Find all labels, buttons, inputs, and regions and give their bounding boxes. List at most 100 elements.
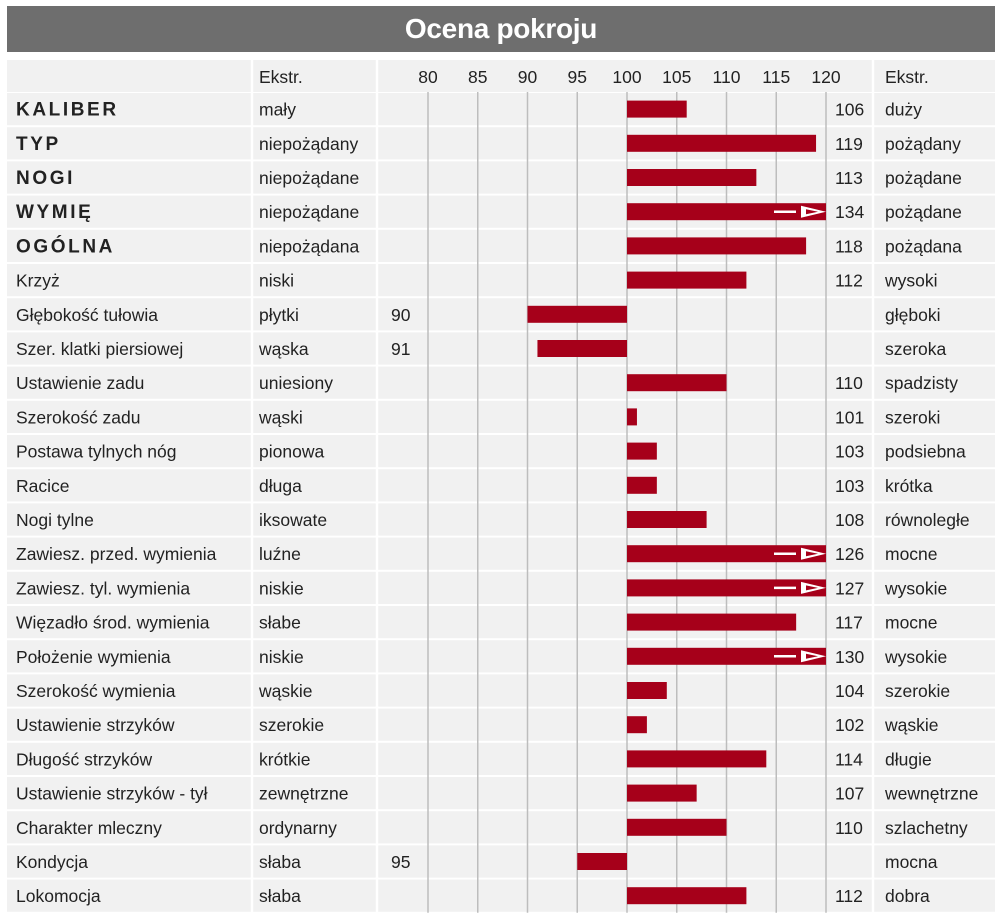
- right-extreme-label: wewnętrzne: [884, 784, 978, 804]
- trait-label: Głębokość tułowia: [16, 305, 158, 325]
- tick-label: 80: [418, 67, 438, 87]
- left-extreme-label: luźne: [259, 544, 301, 564]
- bar: [627, 511, 707, 528]
- value-label: 119: [835, 134, 863, 154]
- row-bg: [7, 435, 995, 468]
- value-label: 90: [391, 305, 411, 325]
- right-extreme-label: krótka: [885, 476, 933, 496]
- overflow-arrow-inner: [806, 551, 818, 557]
- value-label: 110: [835, 373, 863, 393]
- right-extreme-label: równoległe: [885, 510, 970, 530]
- right-extreme-label: szerokie: [885, 681, 950, 701]
- trait-label: KALIBER: [16, 100, 119, 121]
- row-bg: [7, 298, 995, 331]
- trait-label: OGÓLNA: [16, 235, 115, 257]
- left-extreme-label: słaba: [259, 886, 301, 906]
- bar: [627, 134, 817, 152]
- value-label: 104: [835, 681, 864, 701]
- value-label: 130: [835, 647, 864, 667]
- left-extreme-label: płytki: [259, 305, 299, 325]
- bar: [627, 887, 747, 905]
- bar: [627, 818, 727, 836]
- right-extreme-label: pożądany: [885, 134, 961, 154]
- trait-label: Szerokość wymienia: [16, 681, 176, 701]
- right-extreme-label: długie: [885, 749, 932, 769]
- right-extreme-label: głęboki: [885, 305, 940, 325]
- right-extreme-label: mocna: [885, 852, 938, 872]
- value-label: 91: [391, 339, 410, 359]
- value-label: 95: [391, 852, 410, 872]
- left-extreme-label: niepożądane: [259, 168, 359, 188]
- header-row-bg: [7, 60, 995, 92]
- left-extreme-label: szerokie: [259, 715, 324, 735]
- left-extreme-label: słaba: [259, 852, 301, 872]
- left-extreme-label: długa: [259, 476, 302, 496]
- trait-label: Nogi tylne: [16, 510, 94, 530]
- trait-label: Krzyż: [16, 271, 60, 291]
- row-bg: [7, 264, 995, 297]
- left-extreme-label: krótkie: [259, 749, 311, 769]
- overflow-arrow-inner: [806, 585, 818, 591]
- bar: [627, 476, 657, 494]
- left-extreme-label: niski: [259, 271, 294, 291]
- tick-label: 85: [468, 67, 487, 87]
- tick-label: 95: [568, 67, 587, 87]
- left-extreme-label: zewnętrzne: [259, 784, 349, 804]
- bar: [537, 340, 627, 357]
- row-bg: [7, 571, 995, 604]
- bar: [627, 579, 826, 597]
- bar: [627, 203, 826, 221]
- right-extreme-label: mocne: [885, 544, 938, 564]
- right-extreme-label: szeroki: [885, 407, 940, 427]
- value-label: 113: [835, 168, 863, 188]
- value-label: 134: [835, 202, 864, 222]
- row-bg: [7, 161, 995, 194]
- left-extreme-label: uniesiony: [259, 373, 333, 393]
- bars: [527, 100, 826, 905]
- bar: [627, 408, 637, 426]
- row-backgrounds: [7, 60, 995, 912]
- left-extreme-label: niepożądana: [259, 236, 359, 256]
- bar: [627, 545, 826, 563]
- trait-label: WYMIĘ: [16, 202, 93, 223]
- row-bg: [7, 400, 995, 433]
- tick-label: 120: [811, 67, 840, 87]
- right-extreme-label: wysoki: [884, 271, 938, 291]
- row-bg: [7, 674, 995, 707]
- right-extreme-label: wysokie: [884, 647, 947, 667]
- right-extreme-header: Ekstr.: [885, 67, 929, 87]
- trait-label: Racice: [16, 476, 70, 496]
- right-extreme-label: pożądane: [885, 168, 962, 188]
- tick-label: 105: [662, 67, 691, 87]
- value-label: 114: [835, 749, 863, 769]
- right-extreme-label: podsiebna: [885, 442, 966, 462]
- bar: [627, 613, 797, 631]
- trait-label: Szer. klatki piersiowej: [16, 339, 183, 359]
- row-bg: [7, 708, 995, 741]
- value-label: 103: [835, 476, 864, 496]
- trait-label: Ustawienie zadu: [16, 373, 144, 393]
- right-extreme-label: wąskie: [884, 715, 939, 735]
- left-extreme-label: niepożądany: [259, 134, 358, 154]
- left-extreme-label: iksowate: [259, 510, 327, 530]
- bar: [627, 784, 697, 802]
- row-bg: [7, 811, 995, 844]
- value-label: 127: [835, 578, 864, 598]
- trait-label: Szerokość zadu: [16, 407, 141, 427]
- chart-title: Ocena pokroju: [7, 6, 995, 52]
- value-label: 106: [835, 100, 864, 120]
- row-bg: [7, 503, 995, 536]
- trait-label: Zawiesz. tyl. wymienia: [16, 578, 190, 598]
- row-bg: [7, 742, 995, 775]
- right-extreme-label: pożądane: [885, 202, 962, 222]
- labels: Ekstr. Ekstr. 80 85 90 95 100 105 110 115 120 KAL…: [16, 67, 978, 906]
- trait-label: NOGI: [16, 168, 75, 189]
- right-extreme-label: wysokie: [884, 578, 947, 598]
- right-extreme-label: spadzisty: [885, 373, 958, 393]
- left-extreme-label: słabe: [259, 613, 301, 633]
- left-extreme-label: ordynarny: [259, 818, 337, 838]
- left-extreme-label: wąskie: [258, 681, 313, 701]
- bar: [577, 853, 627, 870]
- row-bg: [7, 127, 995, 160]
